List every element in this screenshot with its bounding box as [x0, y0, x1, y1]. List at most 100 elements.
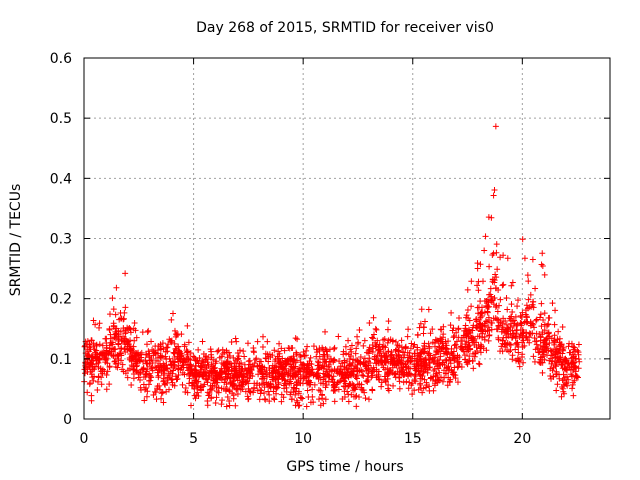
data-point	[265, 388, 272, 395]
data-point	[115, 360, 122, 367]
data-point	[231, 365, 238, 372]
data-point	[173, 376, 180, 383]
data-point	[551, 332, 558, 339]
data-point	[385, 348, 392, 355]
data-point	[163, 388, 170, 395]
data-point	[438, 326, 445, 333]
data-point	[132, 350, 139, 357]
data-point	[494, 266, 501, 273]
data-point	[475, 287, 482, 294]
data-point	[345, 366, 352, 373]
data-point	[355, 358, 362, 365]
data-point	[385, 318, 392, 325]
x-tick-label: 15	[404, 431, 422, 447]
data-point	[411, 376, 418, 383]
data-point	[509, 352, 516, 359]
data-point	[354, 333, 361, 340]
data-point	[436, 369, 443, 376]
data-point	[193, 362, 200, 369]
data-point	[132, 327, 139, 334]
data-point	[504, 255, 511, 262]
data-point	[294, 336, 301, 343]
data-point	[230, 382, 237, 389]
data-point	[440, 334, 447, 341]
data-point	[575, 341, 582, 348]
data-point	[160, 399, 167, 406]
data-point	[286, 355, 293, 362]
data-point	[475, 360, 482, 367]
data-point	[270, 373, 277, 380]
data-point	[103, 386, 110, 393]
data-point	[516, 334, 523, 341]
data-point	[116, 316, 123, 323]
data-point	[370, 335, 377, 342]
data-point	[90, 317, 97, 324]
data-point	[569, 385, 576, 392]
data-point	[420, 324, 427, 331]
data-point	[403, 378, 410, 385]
data-point	[153, 396, 160, 403]
data-point	[531, 324, 538, 331]
data-point	[331, 357, 338, 364]
data-point	[492, 123, 499, 130]
data-point	[98, 381, 105, 388]
data-point	[381, 335, 388, 342]
data-point	[540, 317, 547, 324]
data-point	[492, 304, 499, 311]
data-point	[488, 214, 495, 221]
data-point	[166, 355, 173, 362]
data-point	[283, 381, 290, 388]
data-point	[447, 322, 454, 329]
data-point	[437, 374, 444, 381]
data-point	[275, 368, 282, 375]
data-point	[527, 330, 534, 337]
data-point	[130, 366, 137, 373]
data-point	[565, 376, 572, 383]
data-point	[204, 397, 211, 404]
data-point	[352, 363, 359, 370]
data-point	[154, 383, 161, 390]
data-point	[448, 309, 455, 316]
data-point	[405, 326, 412, 333]
data-point	[546, 314, 553, 321]
data-point	[137, 351, 144, 358]
data-point	[514, 339, 521, 346]
data-point	[375, 373, 382, 380]
data-point	[431, 380, 438, 387]
data-point	[384, 326, 391, 333]
data-point	[396, 385, 403, 392]
data-point	[92, 321, 99, 328]
data-point	[353, 403, 360, 410]
data-point	[523, 307, 530, 314]
data-point	[295, 390, 302, 397]
data-point	[559, 350, 566, 357]
data-point	[271, 347, 278, 354]
data-point	[243, 371, 250, 378]
data-point	[433, 347, 440, 354]
data-point	[533, 317, 540, 324]
data-point	[500, 281, 507, 288]
data-point	[457, 337, 464, 344]
data-point	[387, 352, 394, 359]
data-point	[508, 301, 515, 308]
data-point	[389, 337, 396, 344]
data-point	[352, 384, 359, 391]
data-point	[533, 316, 540, 323]
data-point	[304, 387, 311, 394]
data-point	[342, 343, 349, 350]
data-point	[182, 384, 189, 391]
data-point	[250, 349, 257, 356]
data-point	[432, 336, 439, 343]
data-point	[228, 368, 235, 375]
data-point	[567, 366, 574, 373]
data-point	[264, 338, 271, 345]
data-point	[201, 381, 208, 388]
data-point	[88, 357, 95, 364]
data-point	[421, 376, 428, 383]
data-point	[503, 294, 510, 301]
data-point	[412, 373, 419, 380]
data-point	[161, 372, 168, 379]
data-point	[526, 334, 533, 341]
data-point	[120, 333, 127, 340]
data-point	[550, 373, 557, 380]
